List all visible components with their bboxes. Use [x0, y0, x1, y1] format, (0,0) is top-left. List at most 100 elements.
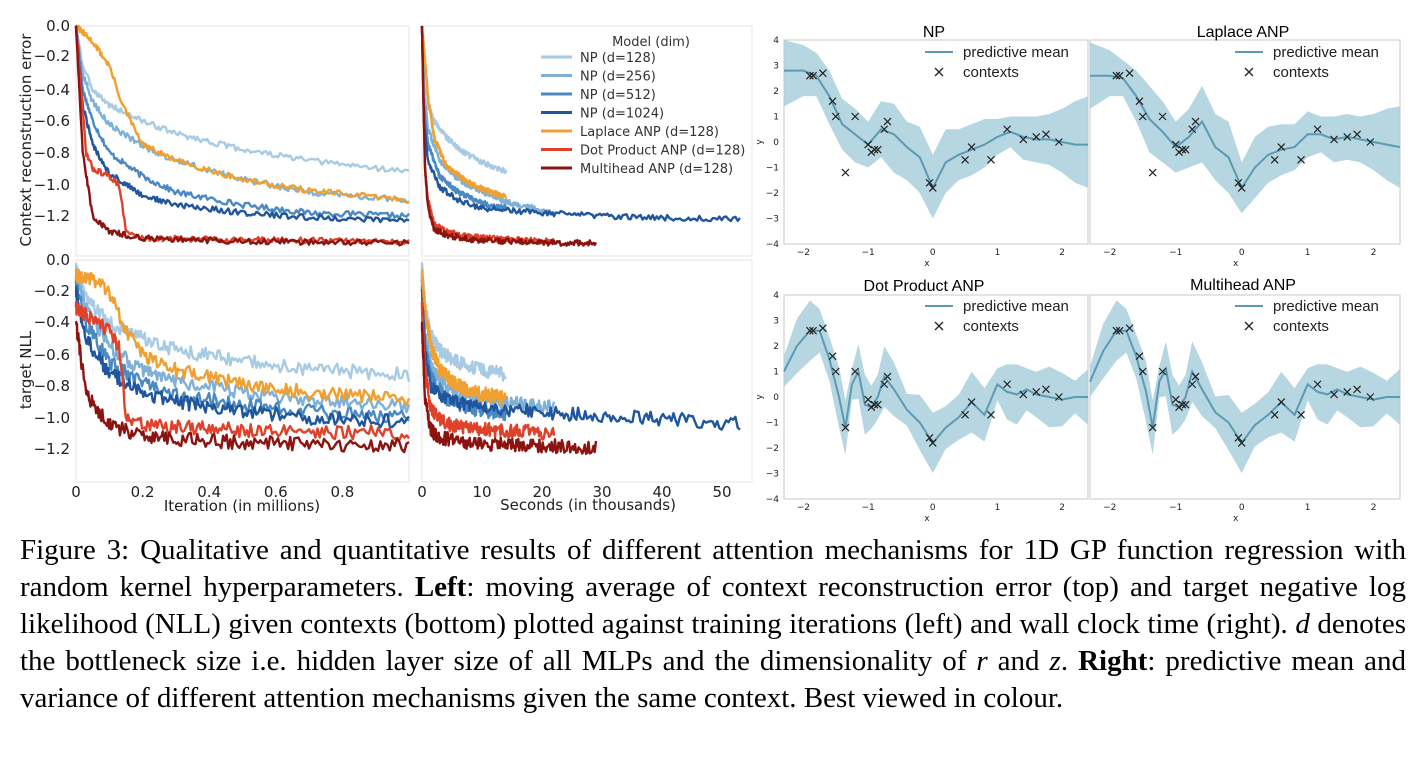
y-tick-label: 0.0	[46, 17, 70, 35]
context-point	[1353, 130, 1362, 139]
context-point	[809, 71, 818, 80]
gp-panel-title: Dot Product ANP	[864, 278, 985, 295]
legend-entry: NP (d=512)	[580, 88, 656, 103]
context-point	[1112, 326, 1121, 335]
context-point	[1125, 324, 1134, 333]
context-point	[967, 398, 976, 407]
x-tick-label: 0.4	[197, 483, 221, 501]
y-tick-label: −0.2	[34, 282, 70, 300]
gp-x-tick-label: −2	[797, 503, 810, 513]
series-line-3	[420, 289, 741, 431]
x-tick-label: 0.6	[264, 483, 288, 501]
context-point	[818, 324, 827, 333]
gp-x-tick-label: 0	[930, 503, 936, 513]
context-point	[1135, 352, 1144, 361]
context-point	[1125, 69, 1134, 78]
context-point	[870, 145, 879, 154]
legend-entry: Dot Product ANP (d=128)	[580, 144, 745, 159]
caption-right-bold: Right	[1078, 645, 1148, 677]
series-line-4	[74, 24, 410, 204]
context-point	[987, 410, 995, 419]
gp-x-tick-label: 0	[1239, 248, 1245, 258]
context-point	[1181, 400, 1190, 409]
gp-x-tick-label: −1	[1169, 248, 1182, 258]
caption-text-1: Qualitative and quantitative results of …	[20, 534, 1406, 603]
gp-y-tick-label: 3	[773, 317, 779, 327]
series-line-2	[420, 25, 508, 211]
gp-x-tick-label: −2	[797, 248, 810, 258]
context-point	[851, 112, 860, 121]
context-point	[864, 395, 873, 404]
gp-y-tick-label: 2	[773, 342, 779, 352]
gp-x-tick-label: 2	[1059, 503, 1065, 513]
series-line-6	[74, 320, 410, 454]
legend-contexts: contexts	[963, 318, 1019, 335]
gp-y-tick-label: 0	[773, 138, 779, 148]
context-point	[1343, 387, 1352, 396]
y-tick-label: −0.4	[34, 313, 70, 331]
gp-x-tick-label: 1	[1305, 248, 1311, 258]
context-point	[873, 400, 882, 409]
gp-x-tick-label: 1	[995, 248, 1001, 258]
legend-context-marker	[934, 321, 944, 331]
caption-text-4: and	[987, 645, 1050, 677]
context-point	[928, 438, 937, 447]
context-point	[1019, 390, 1028, 399]
x-tick-label: 50	[712, 483, 731, 501]
context-point	[873, 145, 882, 154]
context-point	[841, 168, 850, 177]
context-point	[1135, 97, 1144, 106]
plot-area-1	[421, 25, 753, 257]
context-point	[1138, 367, 1147, 376]
x-tick-label: 0.8	[330, 483, 354, 501]
caption-text-3: denotes the bottleneck size i.e. hidden …	[20, 608, 1406, 677]
context-point	[1032, 132, 1041, 141]
legend-predictive-mean: predictive mean	[1273, 44, 1379, 61]
predictive-mean-line	[1090, 74, 1401, 191]
context-point	[1148, 168, 1157, 177]
context-point	[1353, 385, 1362, 394]
gp-y-tick-label: 4	[773, 36, 779, 46]
x-tick-label: 0.2	[131, 483, 155, 501]
gp-y-tick-label: 3	[773, 62, 779, 72]
gp-y-tick-label: −1	[766, 419, 779, 429]
context-point	[1234, 178, 1243, 187]
gp-x-tick-label: −2	[1103, 503, 1116, 513]
context-point	[1313, 125, 1322, 134]
gp-panel-title: NP	[923, 24, 945, 41]
series-line-4	[420, 269, 508, 406]
context-point	[1054, 138, 1063, 146]
context-point	[1178, 145, 1187, 154]
gp-y-tick-label: 1	[773, 113, 779, 123]
gp-y-tick-label: −1	[766, 164, 779, 174]
y-axis-label-bottom: target NLL	[17, 330, 35, 409]
gp-x-tick-label: −2	[1103, 248, 1116, 258]
context-point	[1237, 438, 1246, 447]
context-point	[1171, 140, 1180, 149]
y-tick-label: −0.6	[34, 346, 70, 364]
gp-y-tick-label: 2	[773, 87, 779, 97]
x-axis-label-iteration: Iteration (in millions)	[164, 497, 320, 515]
legend-predictive-mean: predictive mean	[1273, 298, 1379, 315]
gp-y-tick-label: 4	[773, 291, 779, 301]
y-tick-label: −1.0	[34, 409, 70, 427]
gp-x-tick-label: 0	[930, 248, 936, 258]
gp-x-tick-label: 0	[1239, 503, 1245, 513]
y-axis-label-top: Context reconstruction error	[17, 33, 35, 247]
series-line-2	[74, 24, 410, 220]
gp-x-tick-label: 2	[1371, 503, 1377, 513]
context-point	[925, 433, 934, 442]
legend-entry: NP (d=128)	[580, 51, 656, 66]
x-tick-label: 30	[592, 483, 611, 501]
context-point	[1115, 71, 1124, 80]
context-point	[805, 326, 814, 335]
context-point	[1112, 71, 1121, 80]
context-point	[1188, 125, 1197, 134]
series-line-6	[74, 25, 410, 247]
y-tick-label: −0.6	[34, 112, 70, 130]
legend-entry: NP (d=256)	[580, 70, 656, 85]
legend-title: Model (dim)	[612, 35, 690, 50]
y-tick-label: 0.0	[46, 251, 70, 269]
context-point	[961, 155, 970, 164]
legend-entry: Laplace ANP (d=128)	[580, 125, 719, 140]
